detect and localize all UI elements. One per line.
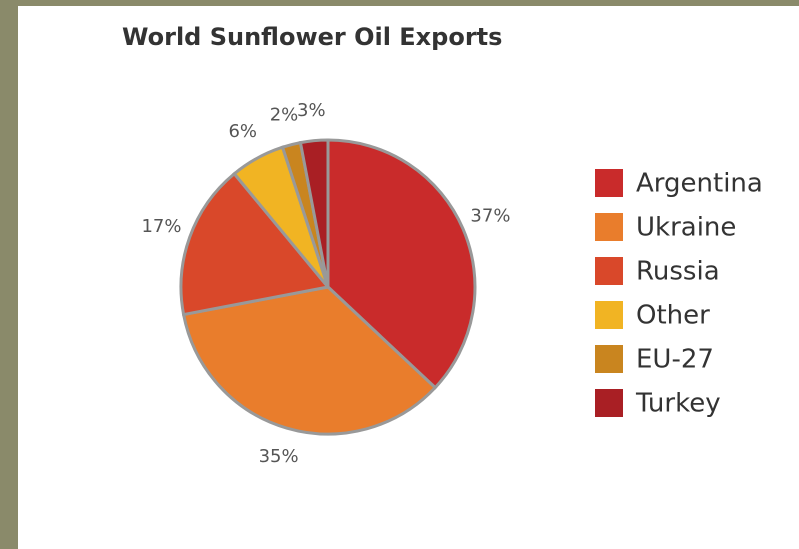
legend-swatch bbox=[595, 257, 623, 285]
pie-slice bbox=[181, 285, 438, 436]
legend-swatch bbox=[595, 345, 623, 373]
pie-slice bbox=[298, 138, 330, 288]
legend-label: Russia bbox=[636, 257, 720, 287]
legend-label: Argentina bbox=[636, 169, 763, 199]
slice-label: 2% bbox=[270, 105, 299, 126]
legend-label: Other bbox=[636, 301, 710, 331]
legend-label: Turkey bbox=[635, 389, 721, 419]
legend-swatch bbox=[595, 169, 623, 197]
legend-swatch bbox=[595, 213, 623, 241]
pie-slice bbox=[179, 171, 331, 317]
legend-swatch bbox=[595, 301, 623, 329]
slice-label: 35% bbox=[259, 446, 299, 467]
legend-swatch bbox=[595, 389, 623, 417]
chart-title: World Sunflower Oil Exports bbox=[122, 23, 502, 51]
slice-label: 37% bbox=[470, 206, 510, 227]
slice-label: 6% bbox=[228, 121, 257, 142]
legend-label: Ukraine bbox=[636, 213, 736, 243]
slice-label: 3% bbox=[297, 100, 326, 121]
pie-slice bbox=[326, 138, 477, 390]
slice-label: 17% bbox=[141, 216, 181, 237]
legend-label: EU-27 bbox=[636, 345, 714, 375]
